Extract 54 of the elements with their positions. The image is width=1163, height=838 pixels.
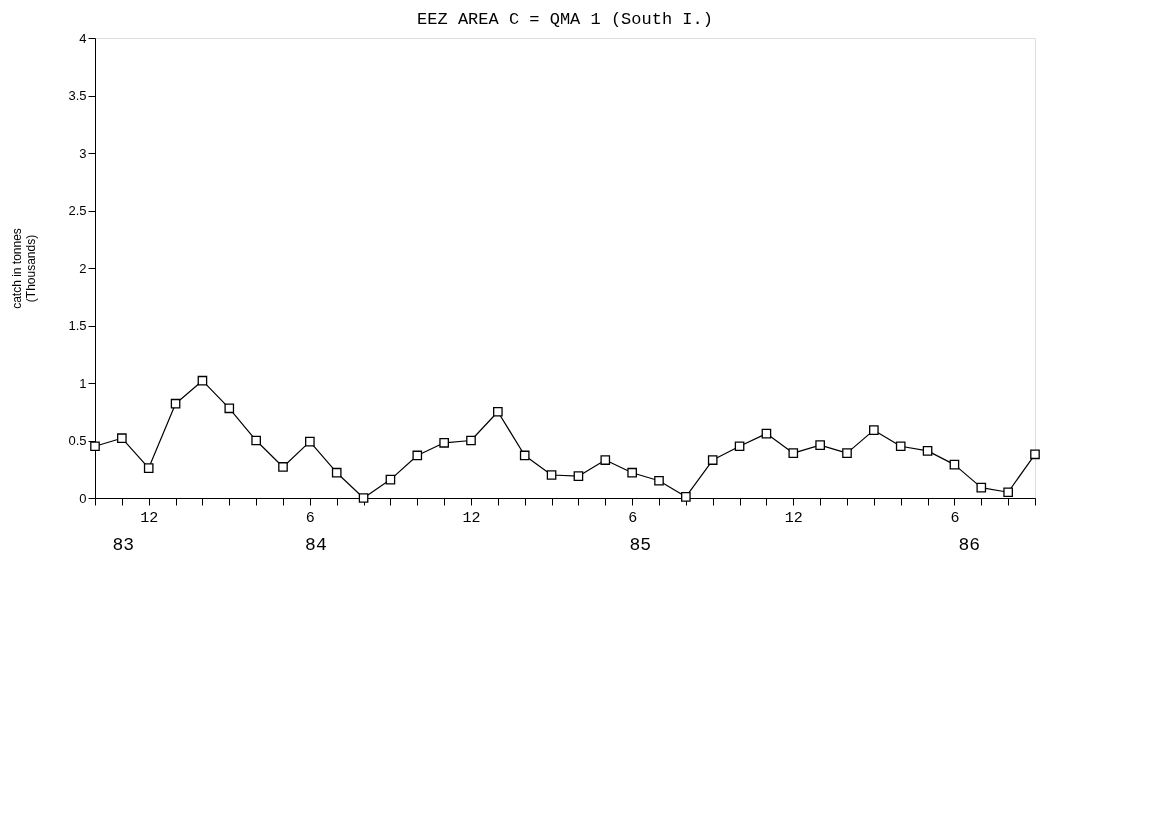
point <box>1003 487 1013 498</box>
point <box>493 406 503 417</box>
point <box>439 437 449 448</box>
y-tick-label: 0.5 <box>68 433 87 448</box>
point <box>895 441 906 452</box>
y-tick-label: 1.5 <box>68 318 87 333</box>
point <box>627 467 637 478</box>
point <box>815 440 825 450</box>
point <box>869 425 879 435</box>
text: 84 <box>305 535 327 555</box>
point <box>519 450 530 461</box>
point <box>734 441 745 452</box>
point <box>600 455 611 465</box>
point <box>170 398 181 409</box>
x-tick-label: 12 <box>784 509 803 527</box>
point <box>466 435 476 446</box>
point <box>546 470 557 480</box>
y-tick-label: 4 <box>79 30 87 46</box>
point <box>707 455 718 465</box>
text: 83 <box>112 535 134 555</box>
point <box>922 446 933 456</box>
point <box>117 433 127 444</box>
point <box>331 467 342 478</box>
point <box>251 435 261 446</box>
point <box>681 492 691 502</box>
chart-title: EEZ AREA C = QMA 1 (South I.) <box>417 10 713 29</box>
point <box>654 475 664 486</box>
x-tick-label: 6 <box>628 509 638 527</box>
x-tick-label: 6 <box>305 509 315 527</box>
x-tick-label: 6 <box>950 509 960 527</box>
y-tick-label: 3 <box>79 145 87 161</box>
point <box>788 448 799 458</box>
y-tick-label: 1 <box>79 375 87 391</box>
y-tick-label: 3.5 <box>68 88 87 103</box>
point <box>1030 449 1040 460</box>
point <box>278 462 288 472</box>
point <box>976 482 987 493</box>
y-axis-title: catch in tonnes (Thousands) <box>10 228 39 309</box>
point <box>143 463 154 473</box>
point <box>224 403 235 414</box>
point <box>197 375 208 386</box>
y-tick-label: 2.5 <box>68 203 87 218</box>
text: 86 <box>958 535 980 555</box>
point <box>305 436 315 447</box>
point <box>573 471 584 481</box>
x-tick-label: 12 <box>140 509 159 527</box>
point <box>412 450 423 461</box>
y-tick-label: 2 <box>79 260 87 276</box>
y-tick-label: 0 <box>79 490 87 506</box>
point <box>842 448 852 458</box>
point <box>358 493 369 503</box>
point <box>90 441 100 452</box>
x-tick-label: 12 <box>462 509 481 527</box>
text: 85 <box>629 535 651 555</box>
